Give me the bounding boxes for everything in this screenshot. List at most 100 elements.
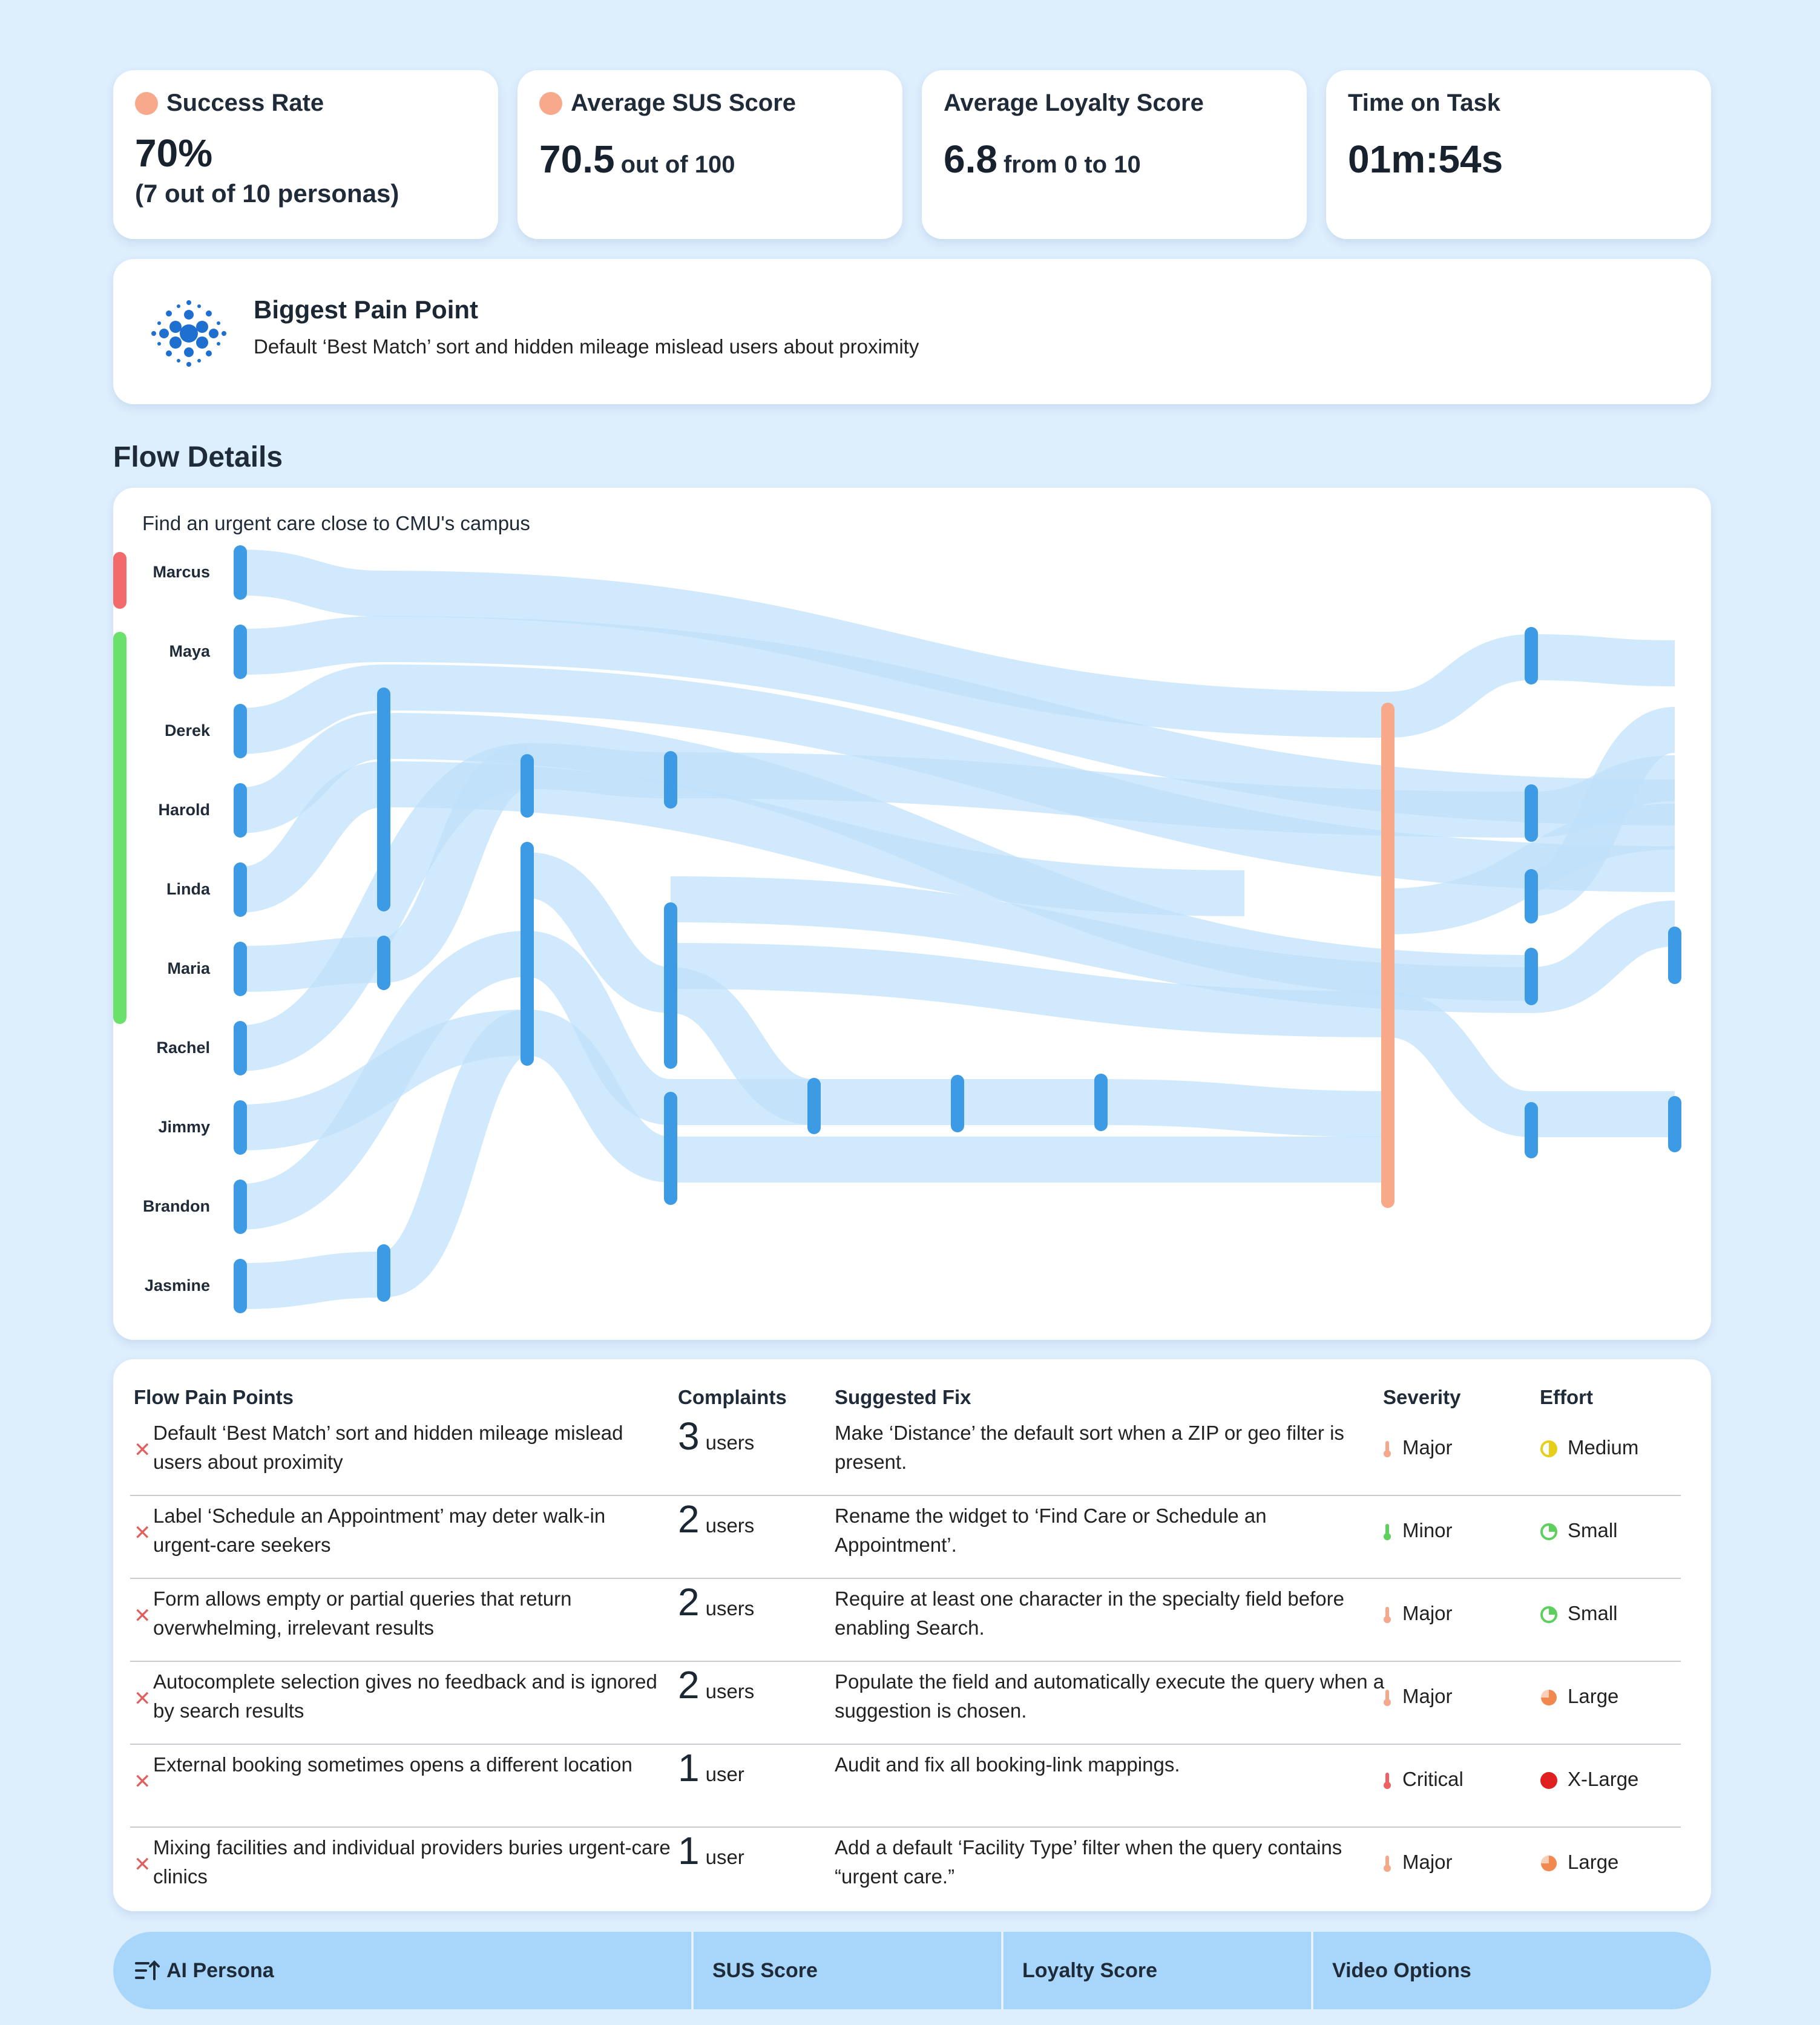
row-divider bbox=[130, 1744, 1681, 1745]
severity-label: Major bbox=[1402, 1602, 1453, 1624]
loyalty-score-column-header[interactable]: Loyalty Score bbox=[1022, 1958, 1157, 1982]
success-rate-title: Success Rate bbox=[135, 90, 324, 117]
complaints-cell: 1 user bbox=[678, 1830, 829, 1879]
success-rate-card: Success Rate 70% (7 out of 10 personas) bbox=[113, 70, 498, 239]
flow-node bbox=[377, 688, 390, 911]
flow-node bbox=[234, 862, 247, 917]
effort-cell: X-Large bbox=[1540, 1765, 1685, 1794]
flow-node bbox=[1525, 784, 1538, 842]
biggest-pain-point-card: Biggest Pain Point Default ‘Best Match’ … bbox=[113, 259, 1711, 404]
persona-table-header: AI Persona SUS Score Loyalty Score Video… bbox=[113, 1932, 1711, 2009]
thermometer-icon bbox=[1384, 1441, 1391, 1458]
sus-score-unit: out of 100 bbox=[620, 151, 735, 178]
flow-link bbox=[670, 752, 1532, 838]
effort-pie-icon bbox=[1541, 1690, 1557, 1706]
success-rate-sub: (7 out of 10 personas) bbox=[135, 179, 399, 208]
complaints-unit: user bbox=[705, 1846, 744, 1868]
suggested-fix-text: Make ‘Distance’ the default sort when a … bbox=[835, 1422, 1344, 1473]
success-rate-value: 70% bbox=[135, 131, 213, 175]
pain-point-text: Label ‘Schedule an Appointment’ may dete… bbox=[153, 1505, 606, 1556]
complaints-unit: users bbox=[705, 1680, 755, 1702]
effort-cell: Large bbox=[1540, 1682, 1685, 1711]
header-pain-points: Flow Pain Points bbox=[134, 1386, 294, 1408]
sankey-diagram bbox=[113, 545, 1681, 1313]
persona-label: Derek bbox=[164, 721, 210, 740]
effort-label: X-Large bbox=[1568, 1768, 1639, 1790]
table-row[interactable]: ✕ Mixing facilities and individual provi… bbox=[130, 1830, 1681, 1914]
complaints-count: 2 bbox=[678, 1663, 700, 1707]
flow-link bbox=[240, 1252, 384, 1309]
effort-cell: Small bbox=[1540, 1599, 1685, 1628]
thermometer-icon bbox=[1384, 1856, 1391, 1872]
table-row[interactable]: ✕ Label ‘Schedule an Appointment’ may de… bbox=[130, 1498, 1681, 1582]
ai-persona-label: AI Persona bbox=[166, 1958, 274, 1982]
header-severity: Severity bbox=[1383, 1386, 1461, 1408]
effort-cell: Small bbox=[1540, 1516, 1685, 1545]
complaints-cell: 1 user bbox=[678, 1747, 829, 1796]
flow-node bbox=[234, 942, 247, 996]
effort-pie-icon bbox=[1540, 1440, 1557, 1458]
persona-label: Maya bbox=[169, 642, 210, 660]
column-divider bbox=[1311, 1932, 1313, 2009]
loyalty-score-number: 6.8 bbox=[944, 137, 997, 181]
flow-node bbox=[1525, 948, 1538, 1005]
effort-label: Medium bbox=[1568, 1436, 1639, 1459]
flow-node bbox=[951, 1075, 964, 1132]
flow-node bbox=[664, 902, 677, 1069]
complaints-unit: users bbox=[705, 1514, 755, 1537]
sus-score-number: 70.5 bbox=[539, 137, 615, 181]
loyalty-score-value: 6.8 from 0 to 10 bbox=[944, 137, 1141, 182]
complaints-count: 3 bbox=[678, 1414, 700, 1458]
sus-score-value: 70.5 out of 100 bbox=[539, 137, 735, 182]
effort-label: Large bbox=[1568, 1685, 1619, 1707]
table-row[interactable]: ✕ Autocomplete selection gives no feedba… bbox=[130, 1664, 1681, 1748]
persona-label: Harold bbox=[158, 801, 210, 819]
flow-link bbox=[1100, 1079, 1388, 1137]
close-icon: ✕ bbox=[134, 1770, 151, 1793]
status-dot-icon bbox=[539, 91, 562, 115]
table-row[interactable]: ✕ Form allows empty or partial queries t… bbox=[130, 1580, 1681, 1665]
severity-cell: Major bbox=[1383, 1433, 1534, 1462]
flow-node bbox=[1094, 1074, 1108, 1131]
flow-node bbox=[234, 1180, 247, 1234]
persona-label: Jasmine bbox=[144, 1276, 210, 1295]
row-divider bbox=[130, 1495, 1681, 1496]
pain-points-table: Flow Pain Points Complaints Suggested Fi… bbox=[113, 1359, 1711, 1911]
flow-node bbox=[807, 1078, 821, 1134]
flow-node bbox=[521, 754, 534, 818]
flow-diagram-card: Find an urgent care close to CMU's campu… bbox=[113, 488, 1711, 1340]
sort-ai-persona-button[interactable]: AI Persona bbox=[134, 1932, 274, 2009]
complaints-cell: 3 users bbox=[678, 1415, 829, 1464]
severity-cell: Major bbox=[1383, 1682, 1534, 1711]
flow-link bbox=[525, 852, 672, 1013]
pain-point-text: External booking sometimes opens a diffe… bbox=[153, 1753, 632, 1776]
suggested-fix-text: Audit and fix all booking-link mappings. bbox=[835, 1753, 1180, 1776]
flow-node bbox=[234, 1259, 247, 1313]
flow-node bbox=[234, 545, 247, 600]
flow-node bbox=[234, 783, 247, 838]
close-icon: ✕ bbox=[134, 1439, 151, 1462]
table-row[interactable]: ✕ Default ‘Best Match’ sort and hidden m… bbox=[130, 1415, 1681, 1499]
severity-label: Major bbox=[1402, 1436, 1453, 1459]
flow-details-title: Flow Details bbox=[113, 441, 283, 473]
success-rate-label: Success Rate bbox=[166, 90, 324, 116]
table-row[interactable]: ✕ External booking sometimes opens a dif… bbox=[130, 1747, 1681, 1831]
flow-link bbox=[527, 743, 671, 798]
effort-label: Small bbox=[1568, 1602, 1618, 1624]
header-suggested-fix: Suggested Fix bbox=[835, 1386, 971, 1408]
complaints-count: 2 bbox=[678, 1580, 700, 1624]
flow-link bbox=[240, 616, 384, 675]
flow-link bbox=[1387, 634, 1533, 738]
sus-score-label: Average SUS Score bbox=[571, 90, 797, 116]
video-options-column-header[interactable]: Video Options bbox=[1332, 1958, 1471, 1982]
thermometer-icon bbox=[1384, 1690, 1391, 1707]
close-icon: ✕ bbox=[134, 1604, 151, 1627]
close-icon: ✕ bbox=[134, 1853, 151, 1876]
sus-score-column-header[interactable]: SUS Score bbox=[712, 1958, 818, 1982]
persona-label: Marcus bbox=[153, 563, 210, 581]
complaints-cell: 2 users bbox=[678, 1664, 829, 1713]
severity-label: Major bbox=[1402, 1685, 1453, 1707]
flow-node bbox=[664, 751, 677, 809]
effort-cell: Large bbox=[1540, 1848, 1685, 1877]
flow-task-label: Find an urgent care close to CMU's campu… bbox=[142, 512, 530, 534]
